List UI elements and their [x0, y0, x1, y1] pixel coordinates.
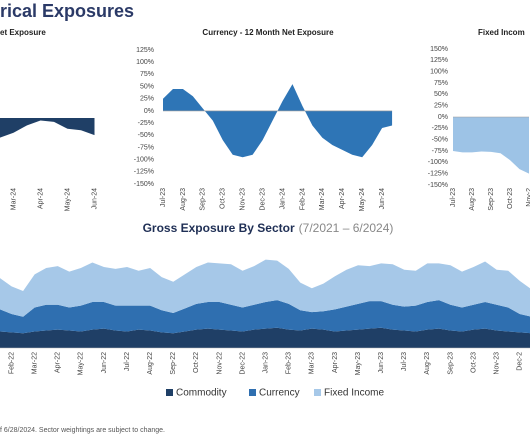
title-sub: (7/2021 – 6/2024): [299, 221, 394, 235]
y-tick-label: 100%: [430, 69, 448, 76]
legend-swatch: [166, 389, 173, 396]
y-tick-label: 150%: [430, 46, 448, 53]
x-tick-label: Oct-22: [193, 352, 200, 373]
x-tick-label: Nov-2: [526, 188, 530, 207]
x-tick-label: Jul-23: [401, 352, 408, 371]
x-tick-label: May-23: [355, 352, 362, 375]
x-tick-label: Dec-22: [239, 352, 246, 375]
x-tick-label: Mar-22: [31, 352, 38, 374]
area: [0, 118, 95, 138]
x-tick-label: Jun-22: [101, 352, 108, 374]
x-tick-label: Dec-23: [259, 188, 266, 211]
y-tick-label: -25%: [432, 125, 448, 132]
x-tick-label: Mar-24: [10, 188, 17, 210]
y-tick-label: 50%: [140, 83, 154, 90]
x-tick-label: Apr-24: [37, 188, 44, 209]
chart-title: Fixed Incom: [478, 28, 525, 37]
page-title: rical Exposures: [0, 1, 134, 21]
x-tick-label: Feb-23: [286, 352, 293, 374]
x-tick-label: Aug-23: [180, 188, 187, 211]
y-tick-label: 75%: [434, 80, 448, 87]
legend-label: Currency: [259, 388, 300, 399]
legend-label: Commodity: [176, 388, 227, 399]
x-tick-label: Sep-23: [488, 188, 495, 211]
x-tick-label: Jun-23: [378, 352, 385, 374]
x-tick-label: Mar-23: [309, 352, 316, 374]
x-tick-label: Mar-24: [319, 188, 326, 210]
x-tick-label: Sep-23: [200, 188, 207, 211]
y-tick-label: 50%: [434, 91, 448, 98]
y-tick-label: -75%: [138, 144, 154, 151]
y-tick-label: 0%: [438, 114, 448, 121]
y-tick-label: -100%: [428, 159, 448, 166]
y-tick-label: -50%: [138, 132, 154, 139]
x-tick-label: Jun-24: [91, 188, 98, 210]
x-tick-label: May-24: [64, 188, 71, 211]
x-tick-label: Nov-23: [240, 188, 247, 211]
y-tick-label: 25%: [434, 103, 448, 110]
x-tick-label: Dec-2: [517, 352, 524, 371]
x-tick-label: Jul-23: [160, 188, 167, 207]
chart-title: Currency - 12 Month Net Exposure: [202, 28, 334, 37]
area: [163, 84, 393, 158]
title-main: Gross Exposure By Sector: [143, 221, 295, 235]
area: [0, 300, 530, 334]
x-tick-label: May-22: [78, 352, 85, 375]
x-tick-label: Jan-23: [262, 352, 269, 374]
x-tick-label: Jan-24: [279, 188, 286, 210]
x-tick-label: Apr-23: [332, 352, 339, 373]
y-tick-label: 125%: [430, 57, 448, 64]
y-tick-label: -75%: [432, 148, 448, 155]
x-tick-label: Feb-24: [299, 188, 306, 210]
area: [0, 327, 530, 348]
x-tick-label: Oct-23: [470, 352, 477, 373]
x-tick-label: Sep-22: [170, 352, 177, 375]
legend-label: Fixed Income: [324, 388, 384, 399]
y-tick-label: -150%: [428, 182, 448, 189]
x-tick-label: Jun-24: [379, 188, 386, 210]
y-tick-label: 75%: [140, 71, 154, 78]
y-tick-label: -100%: [134, 156, 154, 163]
x-tick-label: Aug-22: [147, 352, 154, 375]
y-tick-label: -50%: [432, 137, 448, 144]
x-tick-label: Feb-22: [8, 352, 15, 374]
area: [453, 117, 529, 174]
x-tick-label: Nov-23: [493, 352, 500, 375]
x-tick-label: Oct-23: [507, 188, 514, 209]
x-tick-label: Oct-23: [220, 188, 227, 209]
x-tick-label: Sep-23: [447, 352, 454, 375]
legend-swatch: [314, 389, 321, 396]
x-tick-label: Nov-22: [216, 352, 223, 375]
y-tick-label: 0%: [144, 108, 154, 115]
x-tick-label: Apr-24: [339, 188, 346, 209]
y-tick-label: -125%: [428, 171, 448, 178]
x-tick-label: Aug-23: [424, 352, 431, 375]
y-tick-label: -25%: [138, 120, 154, 127]
legend-swatch: [249, 389, 256, 396]
y-tick-label: 100%: [136, 59, 154, 66]
area: [0, 259, 530, 317]
chart-title: Gross Exposure By Sector (7/2021 – 6/2024…: [143, 221, 394, 235]
y-tick-label: 25%: [140, 96, 154, 103]
x-tick-label: Apr-22: [55, 352, 62, 373]
footnote: f 6/28/2024. Sector weightings are subje…: [0, 427, 165, 434]
x-tick-label: Aug-23: [469, 188, 476, 211]
y-tick-label: 125%: [136, 47, 154, 54]
y-tick-label: -150%: [134, 181, 154, 188]
chart-title: et Exposure: [0, 28, 46, 37]
x-tick-label: Jul-22: [124, 352, 131, 371]
x-tick-label: May-24: [359, 188, 366, 211]
y-tick-label: -125%: [134, 169, 154, 176]
x-tick-label: Jul-23: [450, 188, 457, 207]
